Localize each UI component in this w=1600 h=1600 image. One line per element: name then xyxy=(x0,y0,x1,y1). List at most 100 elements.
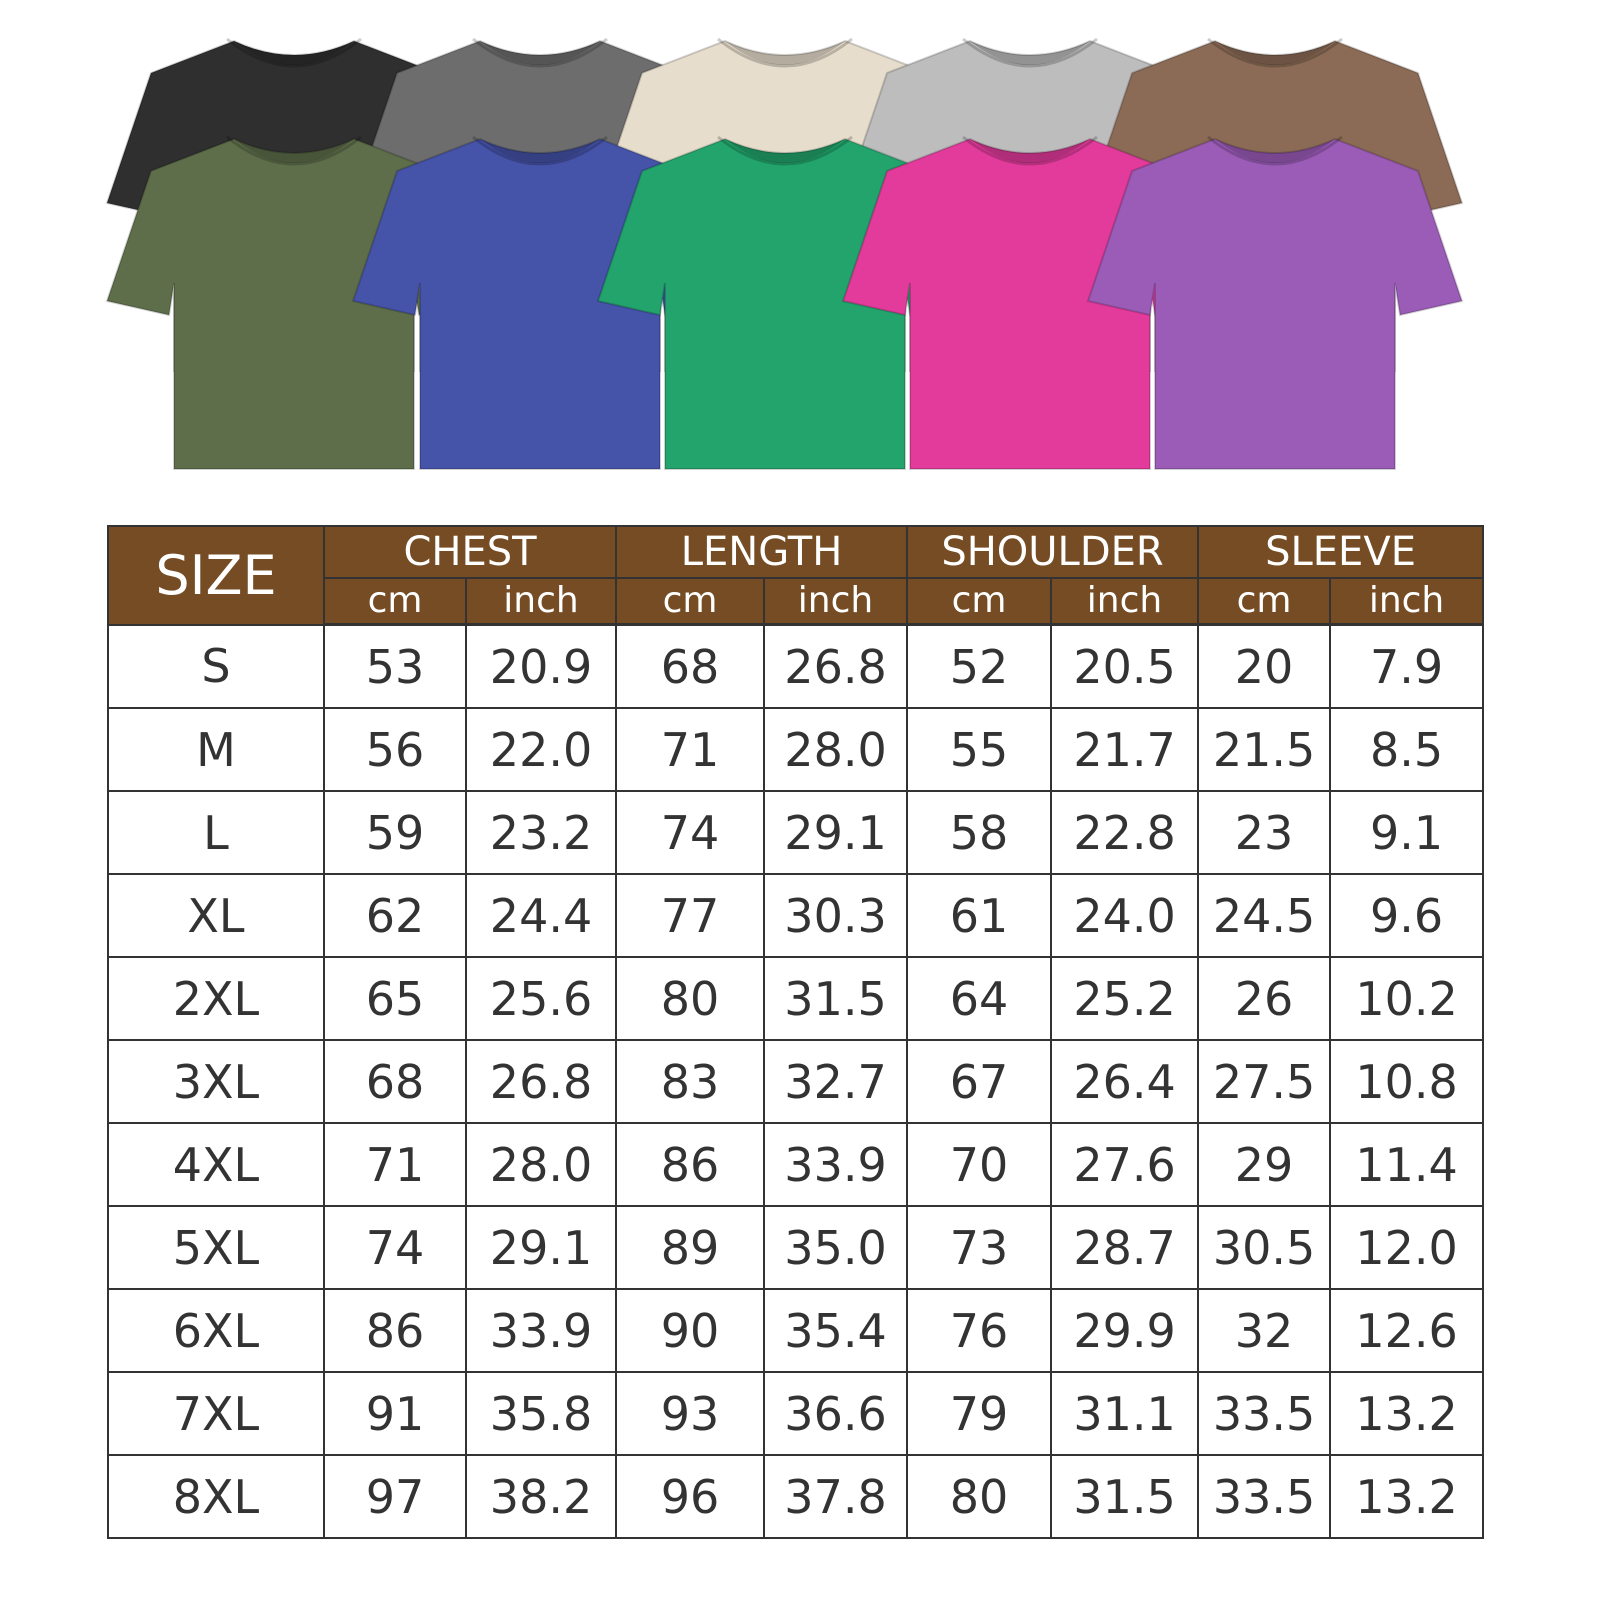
measurement-cell: 29 xyxy=(1197,1122,1332,1207)
size-cell: 8XL xyxy=(107,1454,325,1539)
unit-header-length-inch: inch xyxy=(763,577,909,626)
measurement-cell: 86 xyxy=(615,1122,766,1207)
measurement-cell: 26 xyxy=(1197,956,1332,1041)
table-row: M 56 22.0 71 28.0 55 21.7 21.5 8.5 xyxy=(107,707,1485,792)
measurement-cell: 71 xyxy=(323,1122,467,1207)
measurement-cell: 97 xyxy=(323,1454,467,1539)
measurement-cell: 21.5 xyxy=(1197,707,1332,792)
measurement-cell: 32 xyxy=(1197,1288,1332,1373)
measurement-cell: 10.2 xyxy=(1329,956,1485,1041)
table-row: XL 62 24.4 77 30.3 61 24.0 24.5 9.6 xyxy=(107,873,1485,958)
unit-header-sleeve-inch: inch xyxy=(1329,577,1485,626)
measurement-cell: 20 xyxy=(1197,623,1332,709)
table-row: 8XL 97 38.2 96 37.8 80 31.5 33.5 13.2 xyxy=(107,1454,1485,1539)
measurement-cell: 30.3 xyxy=(763,873,909,958)
measurement-cell: 77 xyxy=(615,873,766,958)
measurement-cell: 35.4 xyxy=(763,1288,909,1373)
measurement-cell: 71 xyxy=(615,707,766,792)
measurement-cell: 24.5 xyxy=(1197,873,1332,958)
size-cell: 5XL xyxy=(107,1205,325,1290)
measurement-cell: 26.8 xyxy=(763,623,909,709)
unit-header-shoulder-inch: inch xyxy=(1050,577,1200,626)
measurement-cell: 31.5 xyxy=(1050,1454,1200,1539)
measurement-cell: 12.6 xyxy=(1329,1288,1485,1373)
header-length: LENGTH xyxy=(615,525,909,579)
measurement-cell: 68 xyxy=(323,1039,467,1124)
table-row: 5XL 74 29.1 89 35.0 73 28.7 30.5 12.0 xyxy=(107,1205,1485,1290)
measurement-cell: 53 xyxy=(323,623,467,709)
measurement-cell: 67 xyxy=(906,1039,1053,1124)
measurement-cell: 37.8 xyxy=(763,1454,909,1539)
measurement-cell: 13.2 xyxy=(1329,1454,1485,1539)
size-cell: 2XL xyxy=(107,956,325,1041)
unit-header-chest-cm: cm xyxy=(323,577,467,626)
measurement-cell: 25.2 xyxy=(1050,956,1200,1041)
measurement-cell: 56 xyxy=(323,707,467,792)
measurement-cell: 83 xyxy=(615,1039,766,1124)
table-row: 3XL 68 26.8 83 32.7 67 26.4 27.5 10.8 xyxy=(107,1039,1485,1124)
measurement-cell: 7.9 xyxy=(1329,623,1485,709)
tshirt-purple xyxy=(1086,135,1464,470)
unit-header-sleeve-cm: cm xyxy=(1197,577,1332,626)
header-shoulder: SHOULDER xyxy=(906,525,1200,579)
measurement-cell: 20.5 xyxy=(1050,623,1200,709)
measurement-cell: 89 xyxy=(615,1205,766,1290)
measurement-cell: 12.0 xyxy=(1329,1205,1485,1290)
measurement-cell: 65 xyxy=(323,956,467,1041)
size-header: SIZE xyxy=(107,525,325,626)
measurement-cell: 32.7 xyxy=(763,1039,909,1124)
measurement-cell: 26.4 xyxy=(1050,1039,1200,1124)
size-cell: L xyxy=(107,790,325,875)
measurement-cell: 30.5 xyxy=(1197,1205,1332,1290)
measurement-cell: 33.9 xyxy=(763,1122,909,1207)
measurement-cell: 70 xyxy=(906,1122,1053,1207)
measurement-cell: 24.0 xyxy=(1050,873,1200,958)
measurement-cell: 8.5 xyxy=(1329,707,1485,792)
measurement-cell: 93 xyxy=(615,1371,766,1456)
size-cell: 3XL xyxy=(107,1039,325,1124)
measurement-cell: 31.5 xyxy=(763,956,909,1041)
measurement-cell: 9.1 xyxy=(1329,790,1485,875)
tshirt-color-display xyxy=(105,37,1464,470)
measurement-cell: 79 xyxy=(906,1371,1053,1456)
measurement-cell: 35.8 xyxy=(464,1371,618,1456)
measurement-cell: 26.8 xyxy=(464,1039,618,1124)
measurement-cell: 10.8 xyxy=(1329,1039,1485,1124)
measurement-cell: 27.5 xyxy=(1197,1039,1332,1124)
measurement-cell: 22.0 xyxy=(464,707,618,792)
measurement-cell: 29.9 xyxy=(1050,1288,1200,1373)
measurement-cell: 76 xyxy=(906,1288,1053,1373)
measurement-cell: 58 xyxy=(906,790,1053,875)
measurement-cell: 90 xyxy=(615,1288,766,1373)
measurement-cell: 62 xyxy=(323,873,467,958)
unit-header-shoulder-cm: cm xyxy=(906,577,1053,626)
unit-header-length-cm: cm xyxy=(615,577,766,626)
measurement-cell: 86 xyxy=(323,1288,467,1373)
measurement-cell: 38.2 xyxy=(464,1454,618,1539)
measurement-cell: 80 xyxy=(615,956,766,1041)
size-cell: S xyxy=(107,623,325,709)
measurement-cell: 28.0 xyxy=(763,707,909,792)
measurement-cell: 35.0 xyxy=(763,1205,909,1290)
measurement-cell: 73 xyxy=(906,1205,1053,1290)
measurement-cell: 31.1 xyxy=(1050,1371,1200,1456)
measurement-cell: 55 xyxy=(906,707,1053,792)
measurement-cell: 27.6 xyxy=(1050,1122,1200,1207)
measurement-cell: 59 xyxy=(323,790,467,875)
size-cell: M xyxy=(107,707,325,792)
measurement-cell: 74 xyxy=(615,790,766,875)
table-row: 4XL 71 28.0 86 33.9 70 27.6 29 11.4 xyxy=(107,1122,1485,1207)
table-row: S 53 20.9 68 26.8 52 20.5 20 7.9 xyxy=(107,623,1485,709)
measurement-cell: 29.1 xyxy=(763,790,909,875)
measurement-cell: 33.9 xyxy=(464,1288,618,1373)
measurement-cell: 68 xyxy=(615,623,766,709)
table-row: 7XL 91 35.8 93 36.6 79 31.1 33.5 13.2 xyxy=(107,1371,1485,1456)
measurement-cell: 20.9 xyxy=(464,623,618,709)
measurement-cell: 21.7 xyxy=(1050,707,1200,792)
measurement-cell: 33.5 xyxy=(1197,1454,1332,1539)
measurement-cell: 36.6 xyxy=(763,1371,909,1456)
size-cell: 6XL xyxy=(107,1288,325,1373)
measurement-cell: 61 xyxy=(906,873,1053,958)
measurement-cell: 80 xyxy=(906,1454,1053,1539)
measurement-cell: 28.7 xyxy=(1050,1205,1200,1290)
